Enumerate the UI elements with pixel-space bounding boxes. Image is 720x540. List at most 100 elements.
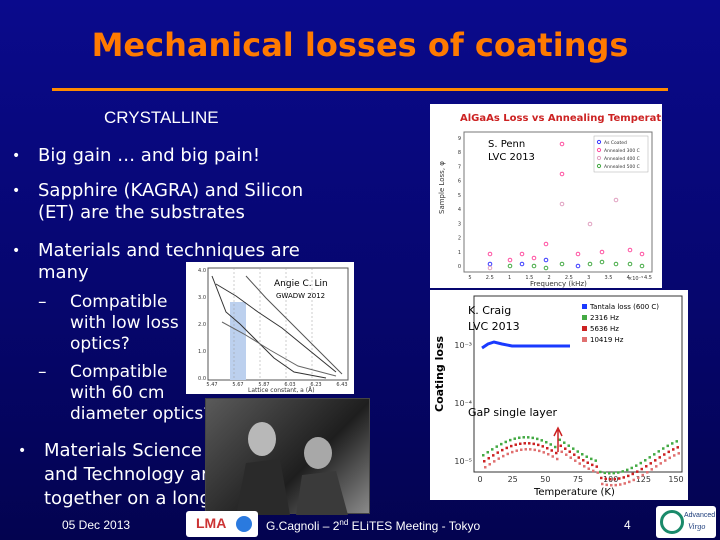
data-point xyxy=(493,460,496,463)
legend-label: Tantala loss (600 C) xyxy=(589,303,659,311)
data-point xyxy=(510,444,513,448)
bullet-2-text-line2: (ET) are the substrates xyxy=(38,202,245,223)
data-point xyxy=(594,459,597,462)
data-point xyxy=(654,459,657,462)
data-point xyxy=(637,476,640,479)
data-point xyxy=(609,477,612,481)
data-point xyxy=(543,257,549,263)
legend-marker xyxy=(596,139,602,145)
sub-bullet-1-line1: Compatible xyxy=(70,292,168,312)
person-head-left xyxy=(248,422,276,456)
legend: As Coated Annealed 300 C Annealed 400 C Ann… xyxy=(593,135,649,173)
data-point xyxy=(484,466,487,469)
tick-label: 6.23 xyxy=(310,382,321,388)
data-point xyxy=(511,450,514,454)
data-point xyxy=(495,445,498,448)
data-point xyxy=(619,483,622,486)
data-point xyxy=(648,456,651,459)
legend-label: 2316 Hz xyxy=(590,314,619,322)
data-point xyxy=(613,261,619,267)
tick-label: 0.0 xyxy=(198,376,206,382)
legend-box xyxy=(593,135,649,173)
legend-label: Annealed 300 C xyxy=(604,148,640,154)
sub-bullet-2-line2: with 60 cm xyxy=(70,383,165,403)
data-point xyxy=(639,263,645,269)
data-point xyxy=(497,457,500,460)
data-point xyxy=(542,451,545,454)
bullet-1-text: Big gain … and big pain! xyxy=(38,145,261,166)
footer-center: G.Cagnoli – 2nd ELiTES Meeting - Tokyo xyxy=(266,518,480,533)
lma-logo-text: LMA xyxy=(196,515,227,531)
tick-label: 1.0 xyxy=(198,349,206,355)
figure-header: AlGaAs Loss vs Annealing Temperature xyxy=(460,113,662,124)
data-point xyxy=(515,449,518,452)
data-point xyxy=(486,451,489,454)
data-point xyxy=(613,197,619,203)
data-point xyxy=(532,442,535,446)
bullet-2-text-line1: Sapphire (KAGRA) and Silicon xyxy=(38,180,304,201)
data-point xyxy=(514,443,517,446)
data-point xyxy=(657,450,660,453)
data-point xyxy=(531,263,537,269)
data-point xyxy=(559,201,565,207)
credit-line2: GWADW 2012 xyxy=(276,292,325,300)
data-point xyxy=(563,441,566,444)
person-head-right xyxy=(304,437,332,469)
footer-center-suffix: ELiTES Meeting - Tokyo xyxy=(348,519,481,533)
bullet-glyph: • xyxy=(12,148,21,164)
data-point xyxy=(587,221,593,227)
tick-label: 1 xyxy=(508,275,511,281)
data-point xyxy=(522,436,525,439)
tick-label: 6.03 xyxy=(284,382,295,388)
data-point xyxy=(639,461,642,465)
bullet-glyph: • xyxy=(12,243,21,259)
data-point xyxy=(559,444,562,448)
data-point xyxy=(504,440,507,444)
data-point xyxy=(603,471,606,475)
data-point xyxy=(564,447,567,450)
bullet-4-text-line3: together on a long road xyxy=(44,488,258,509)
curve-2 xyxy=(215,283,337,373)
legend-label: As Coated xyxy=(604,140,627,146)
data-point xyxy=(600,476,603,480)
data-point xyxy=(591,463,594,467)
data-point xyxy=(583,465,586,468)
data-point xyxy=(618,477,621,480)
data-point xyxy=(496,451,499,454)
tick-label: 4 xyxy=(458,207,461,213)
data-point xyxy=(590,457,593,461)
legend-label: Annealed 400 C xyxy=(604,156,640,162)
data-point xyxy=(567,444,570,447)
x-axis-label: Lattice constant, a (Å) xyxy=(248,387,315,394)
data-point xyxy=(574,459,577,462)
data-point xyxy=(520,448,523,452)
data-point xyxy=(569,456,572,459)
data-point xyxy=(635,464,638,467)
advanced-virgo-logo: Advanced Virgo xyxy=(656,506,716,538)
data-point xyxy=(500,442,503,446)
data-point xyxy=(621,470,624,473)
curve-4 xyxy=(221,321,337,377)
bullet-3-text-line2: many xyxy=(38,262,89,283)
person-body-right xyxy=(296,471,348,515)
data-point xyxy=(599,470,602,474)
data-point xyxy=(673,454,676,457)
data-point xyxy=(551,455,554,458)
data-point xyxy=(487,265,493,271)
data-point xyxy=(622,476,625,479)
footer-center-sup: nd xyxy=(339,518,349,527)
grid-lines xyxy=(233,268,313,380)
x-tick-labels: 5.47 5.67 5.87 6.03 6.23 6.43 xyxy=(206,382,347,388)
bullet-4-text-line1: Materials Science xyxy=(44,440,203,461)
data-point xyxy=(565,453,568,456)
dash-glyph: – xyxy=(38,292,47,312)
data-point xyxy=(488,463,491,466)
figure-lattice-constant: Angie C. Lin GWADW 2012 Lattice constant… xyxy=(186,262,354,394)
data-point xyxy=(549,443,552,446)
tick-label: 0 xyxy=(458,264,461,270)
data-point xyxy=(596,471,599,474)
tick-label: 5.67 xyxy=(232,382,243,388)
figure-coating-loss: K. Craig LVC 2013 GaP single layer Coati… xyxy=(430,290,688,500)
data-point xyxy=(675,440,678,443)
data-point xyxy=(527,436,530,439)
